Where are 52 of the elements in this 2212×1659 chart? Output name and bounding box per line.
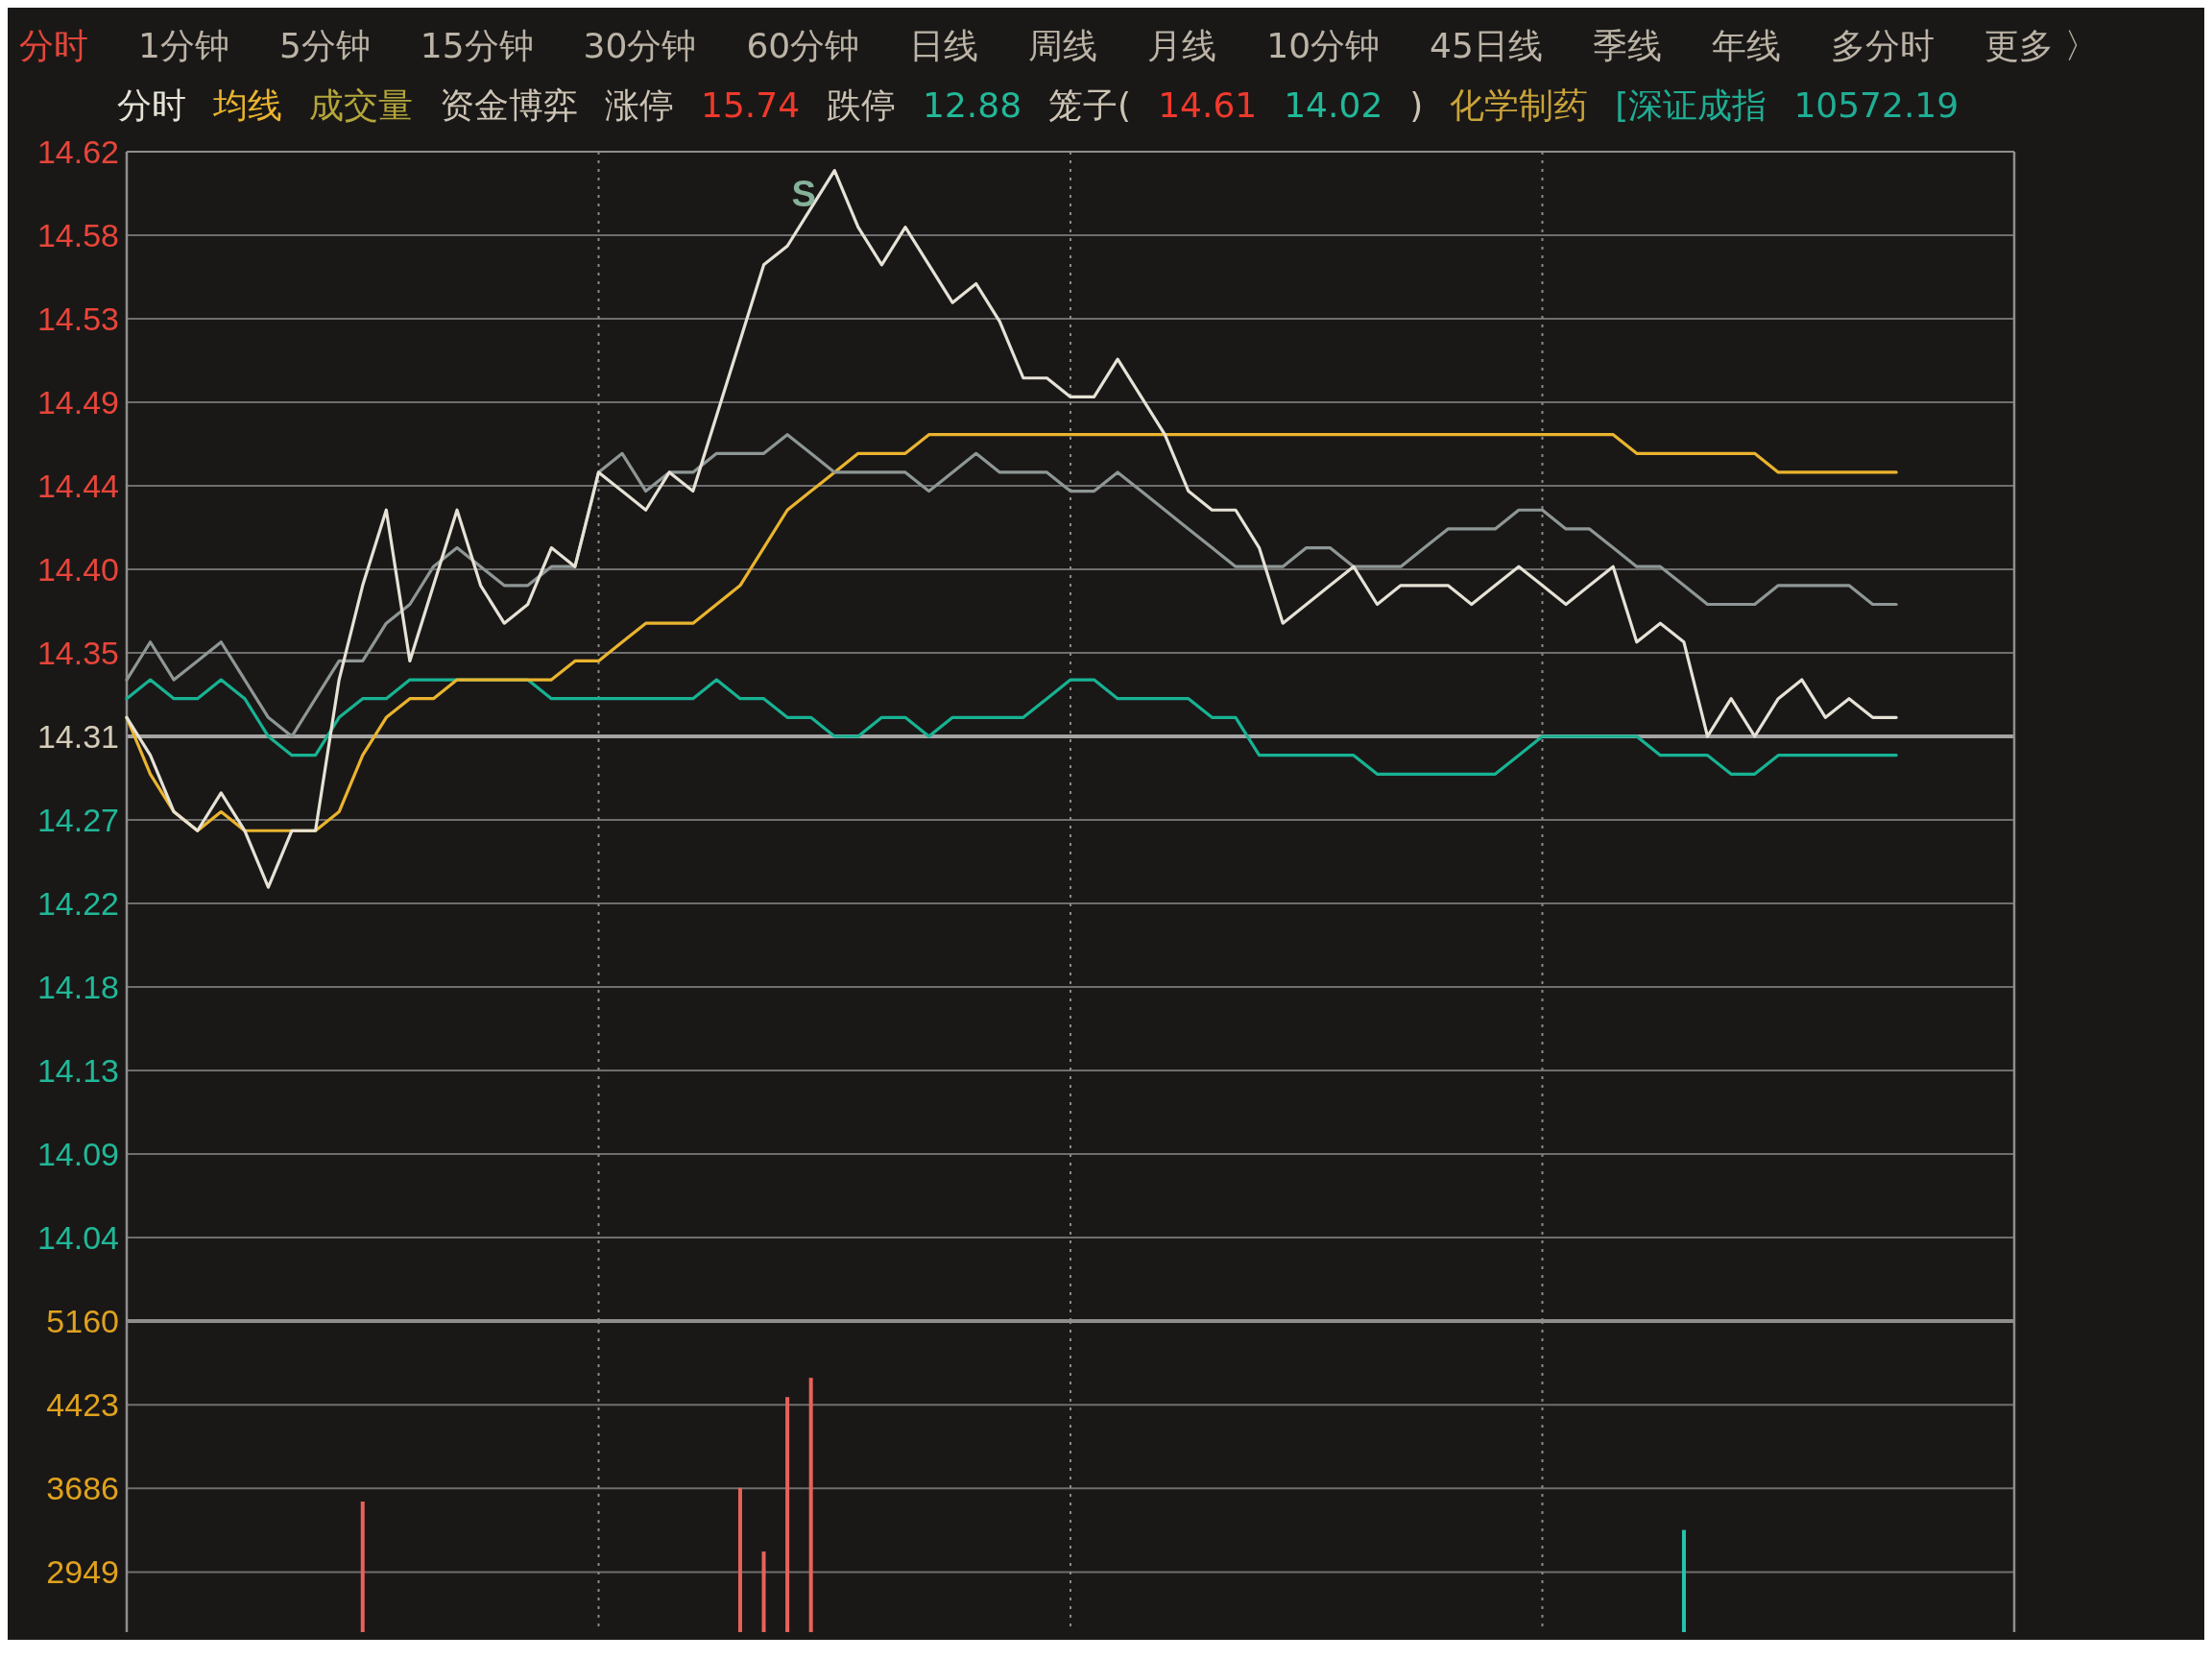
text: 分时: [19, 26, 88, 65]
text: 跌停: [827, 85, 897, 125]
text: 15分钟: [420, 26, 534, 65]
y-tick-label: 14.44: [36, 467, 119, 504]
text: 日线: [909, 26, 979, 65]
text: 更多 〉: [1984, 26, 2100, 65]
text: 月线: [1147, 26, 1217, 65]
text: 周线: [1028, 26, 1098, 65]
text: 5分钟: [278, 26, 371, 65]
text: 分时: [117, 85, 186, 125]
text: 化学制药: [1450, 85, 1589, 125]
y-tick-label: 14.53: [36, 301, 119, 338]
y-tick-label: 14.58: [36, 217, 119, 254]
text: 笼子(: [1048, 85, 1132, 125]
y-tick-label: 14.40: [36, 550, 119, 588]
text: 年线: [1711, 26, 1781, 65]
y-tick-label: 14.27: [36, 802, 119, 839]
y-tick-label: 14.13: [36, 1051, 119, 1089]
y-tick-label: 14.04: [36, 1218, 119, 1256]
y-tick-label: 14.09: [36, 1135, 119, 1172]
y-tick-label: 14.31: [36, 718, 119, 755]
text: 多分时: [1830, 26, 1935, 65]
text: ): [1409, 85, 1424, 125]
line-series: [125, 169, 1898, 889]
y-tick-label: 14.22: [36, 885, 119, 923]
y-tick-label: 3686: [46, 1470, 119, 1507]
text: 季线: [1592, 26, 1662, 65]
y-tick-label: 5160: [46, 1303, 119, 1339]
text: 涨停: [605, 85, 674, 125]
text: 14.61: [1158, 85, 1258, 125]
line-series: [125, 433, 1898, 832]
text: 均线: [212, 85, 282, 125]
y-tick-label: 14.35: [36, 634, 119, 671]
text: 15.74: [701, 85, 801, 125]
y-tick-label: 14.62: [36, 133, 119, 170]
text: 14.02: [1284, 85, 1383, 125]
annotation: S: [791, 173, 816, 214]
text: 45日线: [1430, 26, 1543, 65]
text: 12.88: [923, 85, 1022, 125]
y-tick-label: 2949: [46, 1553, 119, 1591]
text: 30分钟: [583, 26, 697, 65]
text: 成交量: [309, 85, 413, 125]
y-tick-label: 14.49: [36, 384, 119, 421]
line-series: [125, 678, 1898, 776]
text: 资金博弈: [440, 85, 578, 125]
text: 10分钟: [1266, 26, 1381, 65]
y-tick-label: 14.18: [36, 969, 119, 1006]
text: 10572.19: [1793, 85, 1960, 125]
text: 60分钟: [746, 26, 860, 65]
y-tick-label: 4423: [46, 1386, 119, 1424]
text: [深证成指: [1615, 85, 1767, 125]
text: 1分钟: [138, 26, 229, 65]
